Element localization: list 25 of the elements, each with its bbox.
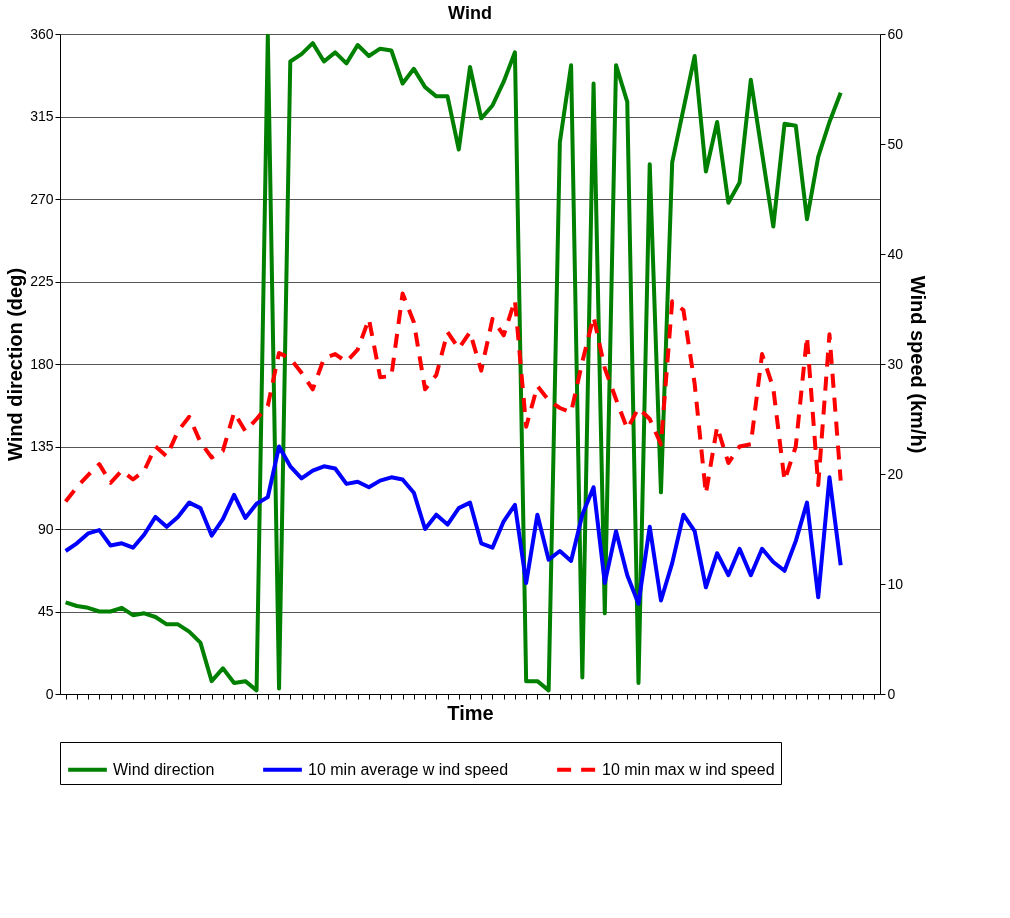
- y-tick-label: 0: [45, 685, 54, 702]
- legend-label: Wind direction: [113, 760, 215, 778]
- y2-tick-label: 20: [887, 465, 904, 482]
- y2-axis-title: Wind speed (km/h): [907, 275, 930, 454]
- y2-tick-label: 40: [887, 245, 904, 262]
- legend-label: 10 min average w ind speed: [308, 760, 509, 778]
- y2-tick-label: 0: [887, 685, 896, 702]
- y-tick-label: 225: [30, 273, 54, 289]
- y-tick-label: 180: [30, 355, 54, 372]
- y-tick-label: 270: [30, 190, 54, 207]
- legend-label: 10 min max w ind speed: [602, 760, 775, 778]
- y-axis-title: Wind direction (deg): [4, 267, 27, 462]
- x-axis-title: Time: [447, 702, 494, 724]
- y2-tick-label: 60: [887, 25, 904, 42]
- y-tick-label: 135: [30, 438, 54, 454]
- line-series: [63, 444, 843, 606]
- y-tick-label: 90: [37, 520, 54, 537]
- y2-tick-label: 50: [887, 135, 904, 152]
- line-series: [63, 291, 843, 504]
- chart-title: Wind: [448, 3, 492, 23]
- y-tick-label: 315: [30, 108, 54, 124]
- y2-tick-label: 30: [887, 355, 904, 372]
- y2-tick-label: 10: [887, 575, 904, 592]
- y-tick-label: 45: [37, 603, 54, 619]
- y-tick-label: 360: [30, 25, 54, 42]
